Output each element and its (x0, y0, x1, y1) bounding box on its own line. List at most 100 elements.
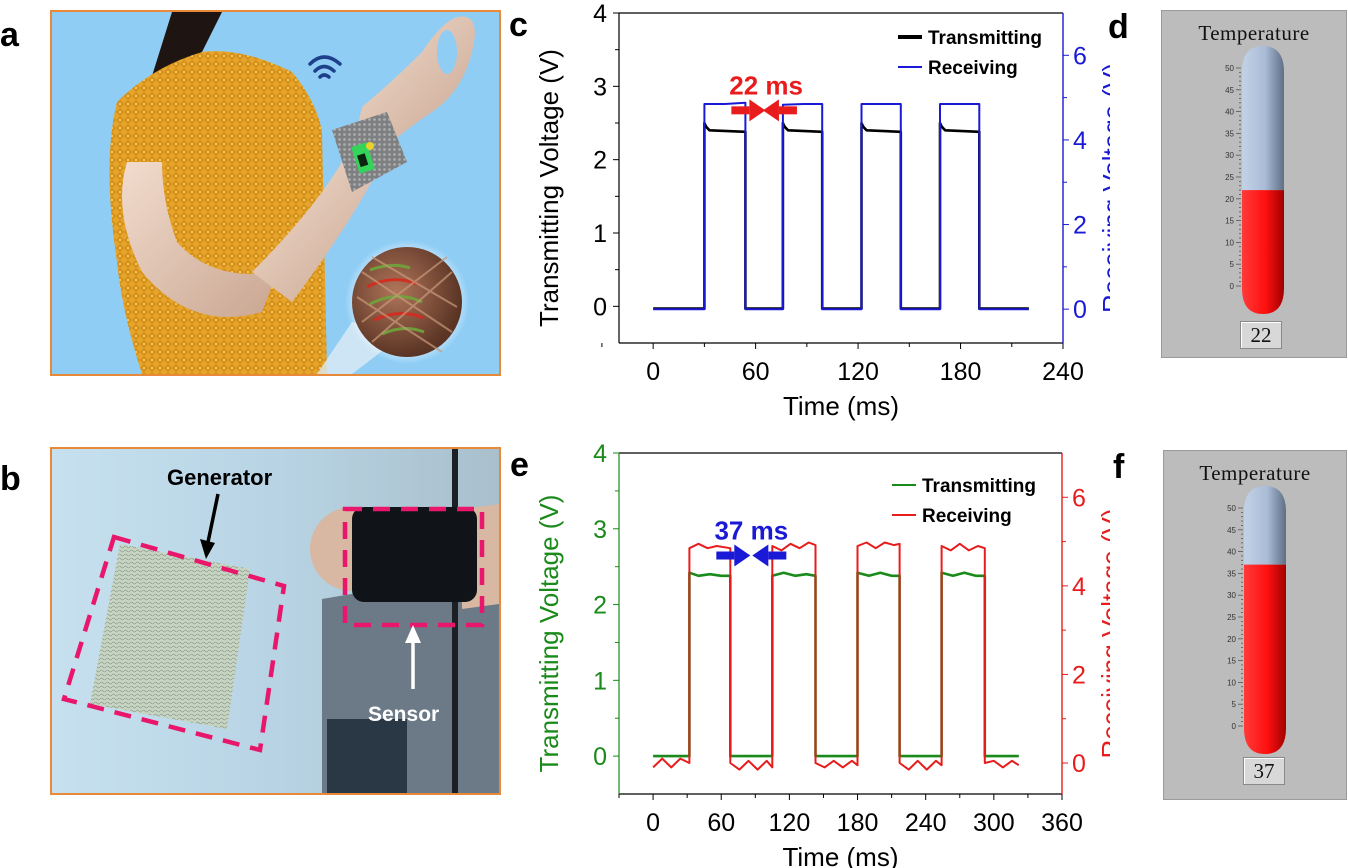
y-tick-label: 4 (593, 440, 607, 468)
y2-tick-label: 2 (1072, 661, 1086, 689)
legend-label-transmitting: Transmitting (928, 28, 1042, 49)
scale-label: 40 (1225, 108, 1234, 117)
y-tick-label: 2 (593, 592, 607, 620)
x-tick-label: 180 (940, 358, 982, 386)
thermometer-graphic: 0 5 10 15 20 25 30 35 40 45 50 (1225, 46, 1284, 314)
panel-label-e: e (510, 446, 529, 484)
sensor-led (366, 142, 374, 150)
panel-b-photo: Generator Sensor (50, 447, 501, 795)
scale-label: 15 (1225, 217, 1234, 226)
x-tick-label: 240 (905, 809, 947, 837)
wearable-photo (52, 449, 499, 793)
forearm (252, 162, 382, 302)
y2-tick-label: 4 (1073, 127, 1087, 155)
temperature-readout: 37 (1243, 757, 1285, 785)
legend-label-receiving: Receiving (922, 506, 1012, 527)
annotation-interval-label: 22 ms (729, 70, 803, 100)
scale-label: 50 (1225, 64, 1234, 73)
right-arrow-icon (716, 544, 751, 567)
chart-e-voltage-37ms: 0 60 120 180 240 300 360 0 1 2 3 4 0 2 4 6 Time (ms) Tran… (534, 440, 1110, 868)
generator-arrow-icon (200, 493, 220, 559)
scale-label: 10 (1225, 238, 1234, 247)
thermometer-tube (1244, 486, 1286, 565)
x-tick-label: 0 (646, 809, 660, 837)
wearable-illustration (109, 12, 475, 374)
annotation-interval-label: 37 ms (714, 516, 788, 546)
scale-label: 20 (1225, 195, 1234, 204)
sensor-chip-core (357, 153, 369, 168)
sensor-highlight-box (342, 506, 485, 628)
panel-label-c: c (509, 6, 528, 44)
thermometer-panel-d: Temperature 0 5 10 15 20 25 30 35 40 45 50 22 (1161, 10, 1347, 358)
y2-tick-label: 0 (1073, 296, 1087, 324)
y-tick-label: 3 (593, 516, 607, 544)
x-tick-label: 360 (1041, 809, 1083, 837)
y-axis-title: Transmitting Voltage (V) (534, 495, 564, 773)
panel-label-a: a (0, 16, 19, 54)
scale-label: 45 (1227, 526, 1236, 535)
thermometer-title: Temperature (1198, 21, 1310, 45)
scale-label: 30 (1227, 591, 1236, 600)
legend-label-receiving: Receiving (928, 58, 1018, 79)
scale-label: 5 (1232, 700, 1237, 709)
sensor-arrow-icon (405, 625, 421, 689)
y2-tick-label: 6 (1072, 484, 1086, 512)
thermometer-tube (1242, 46, 1284, 191)
scale-label: 15 (1227, 657, 1236, 666)
x-tick-label: 240 (1042, 358, 1084, 386)
y-tick-label: 1 (593, 220, 607, 248)
y2-axis-title: Receiving Voltage (V) (1097, 63, 1110, 313)
x-axis-title: Time (ms) (783, 391, 899, 421)
thermometer-panel-f: Temperature 0 5 10 15 20 25 30 35 40 45 50 37 (1163, 450, 1347, 800)
scale-label: 20 (1227, 635, 1236, 644)
thermometer-title: Temperature (1199, 461, 1311, 485)
generator-textile (90, 544, 250, 729)
thermometer-mercury-level (1244, 564, 1286, 754)
y-axis-title: Transmitting Voltage (V) (534, 49, 564, 327)
thermometer-mercury-level (1242, 190, 1284, 314)
series-line-receiving (653, 101, 1029, 311)
wristband (332, 112, 407, 192)
y-tick-label: 0 (593, 293, 607, 321)
scale-label: 45 (1225, 86, 1234, 95)
y2-tick-label: 0 (1072, 750, 1086, 778)
sensor-wristband (352, 507, 477, 602)
scale-label: 5 (1230, 260, 1235, 269)
panel-a-illustration (50, 10, 501, 376)
x-tick-label: 0 (646, 358, 660, 386)
scale-label: 35 (1225, 129, 1234, 138)
y2-tick-label: 2 (1073, 212, 1087, 240)
scale-label: 35 (1227, 569, 1236, 578)
series-line-receiving (652, 541, 1020, 771)
cable (452, 449, 458, 793)
series-line-transmitting (653, 121, 1029, 310)
y-tick-label: 1 (593, 667, 607, 695)
y-tick-label: 2 (593, 147, 607, 175)
generator-highlight-box (61, 534, 287, 753)
y-tick-label: 0 (593, 743, 607, 771)
scale-label: 40 (1227, 548, 1236, 557)
scale-label: 0 (1232, 722, 1237, 731)
scale-label: 30 (1225, 151, 1234, 160)
y2-axis-title: Receiving Voltage (V) (1096, 508, 1110, 758)
temperature-readout: 22 (1240, 321, 1282, 349)
x-tick-label: 300 (973, 809, 1015, 837)
wireless-signal-icon (308, 55, 342, 79)
left-arrow-icon (752, 544, 787, 567)
scale-label: 25 (1227, 613, 1236, 622)
x-tick-label: 120 (837, 358, 879, 386)
scale-label: 25 (1225, 173, 1234, 182)
right-arrow-icon (731, 99, 766, 122)
scale-label: 10 (1227, 678, 1236, 687)
scale-label: 50 (1227, 504, 1236, 513)
panel-label-b: b (0, 460, 21, 498)
panel-label-d: d (1108, 8, 1129, 46)
thermometer-graphic: 0 5 10 15 20 25 30 35 40 45 50 (1227, 486, 1286, 754)
x-axis-title: Time (ms) (782, 842, 898, 868)
y2-tick-label: 6 (1073, 42, 1087, 70)
left-arrow-icon (762, 99, 797, 122)
sensor-label: Sensor (368, 703, 440, 726)
hand-gap (437, 30, 457, 74)
dark-pants (327, 719, 407, 793)
x-tick-label: 60 (742, 358, 770, 386)
